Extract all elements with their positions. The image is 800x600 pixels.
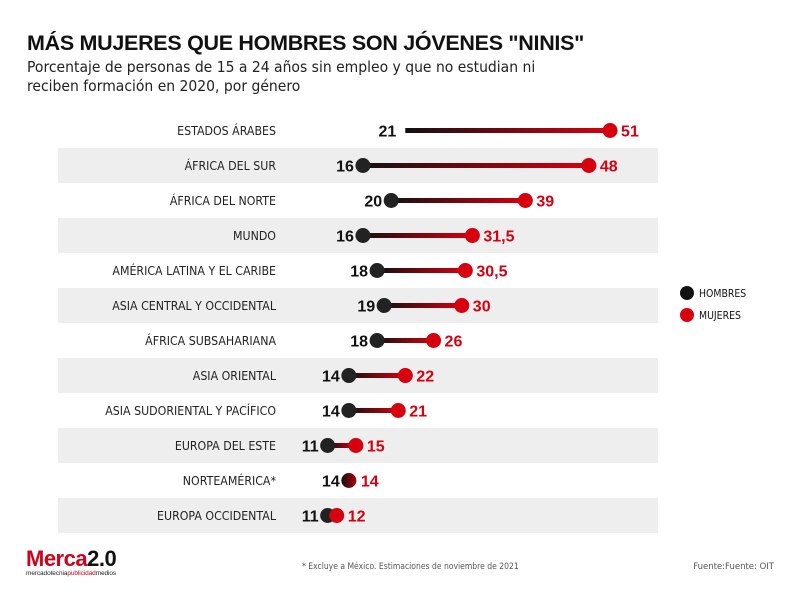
hombres-value-label: 11 (302, 509, 319, 526)
mujeres-value-label: 51 (621, 124, 639, 141)
mujeres-value-label: 31,5 (483, 229, 514, 246)
chart-title: MÁS MUJERES QUE HOMBRES SON JÓVENES "NIN… (27, 31, 585, 55)
range-line (377, 338, 434, 343)
category-label: NORTEAMÉRICA* (183, 473, 276, 489)
hombres-value-label: 14 (322, 369, 340, 386)
mujeres-value-label: 30 (473, 299, 491, 316)
mujeres-dot (397, 368, 413, 383)
range-line (348, 408, 399, 413)
footnote: * Excluye a México. Estimaciones de novi… (302, 562, 519, 572)
mujeres-dot (454, 298, 470, 313)
row-band (58, 498, 658, 533)
mujeres-value-label: 26 (445, 334, 463, 351)
range-line (327, 443, 356, 448)
source-note: Fuente:Fuente: OIT (693, 562, 774, 572)
mujeres-dot (426, 333, 442, 348)
mujeres-dot (581, 158, 597, 173)
range-line (377, 268, 466, 273)
range-line (362, 163, 589, 168)
hombres-dot (341, 403, 357, 418)
mujeres-value-label: 30,5 (476, 264, 507, 281)
range-line (362, 233, 473, 238)
category-label: ASIA SUDORIENTAL Y PACÍFICO (105, 403, 276, 419)
hombres-value-label: 16 (336, 229, 354, 246)
mujeres-value-label: 12 (348, 509, 366, 526)
hombres-dot (376, 298, 392, 313)
mujeres-value-label: 39 (536, 194, 554, 211)
mujeres-dot (457, 263, 473, 278)
category-label: ÁFRICA DEL SUR (185, 158, 276, 174)
legend-item-hombres: HOMBRES (680, 282, 755, 304)
hombres-value-label: 16 (336, 159, 354, 176)
mujeres-dot (348, 438, 364, 453)
range-line (405, 128, 611, 133)
mujeres-dot (517, 193, 533, 208)
category-label: ÁFRICA DEL NORTE (170, 193, 276, 209)
legend-item-mujeres: MUJERES (680, 304, 755, 326)
dumbbell-chart: ESTADOS ÁRABES 21 51 ÁFRICA DEL SUR 16 48 ÁFRI… (58, 123, 658, 533)
hombres-dot (341, 473, 357, 488)
hombres-value-label: 18 (350, 264, 368, 281)
logo-wordmark: Merca2.0 (26, 548, 136, 570)
hombres-value-label: 11 (302, 439, 319, 456)
logo-main-text: Merca (26, 546, 88, 571)
logo-tagline-3: medios (95, 570, 116, 577)
hombres-value-label: 18 (350, 334, 368, 351)
hombres-value-label: 14 (322, 474, 340, 491)
mujeres-dot (390, 403, 406, 418)
hombres-value-label: 14 (322, 404, 340, 421)
hombres-dot (369, 333, 385, 348)
category-label: ASIA ORIENTAL (193, 369, 277, 384)
hombres-value-label: 21 (378, 124, 396, 141)
range-line (384, 303, 462, 308)
range-line (348, 373, 406, 378)
logo-tagline: mercadotecniapublicidadmedios (26, 570, 136, 577)
category-label: EUROPA DEL ESTE (175, 439, 276, 454)
hombres-value-label: 19 (357, 299, 375, 316)
mujeres-value-label: 14 (361, 474, 379, 491)
mujeres-dot (602, 123, 618, 138)
category-label: EUROPA OCCIDENTAL (157, 509, 277, 524)
hombres-dot (355, 158, 371, 173)
mujeres-value-label: 22 (416, 369, 434, 386)
category-label: MUNDO (233, 229, 276, 244)
category-label: AMÉRICA LATINA Y EL CARIBE (112, 263, 276, 279)
legend-dot-hombres (680, 286, 694, 300)
legend-label-mujeres: MUJERES (699, 308, 741, 322)
legend-dot-mujeres (680, 308, 694, 322)
mujeres-dot (464, 228, 480, 243)
hombres-dot (320, 438, 336, 453)
hombres-dot (369, 263, 385, 278)
hombres-dot (341, 368, 357, 383)
legend: HOMBRES MUJERES (680, 282, 755, 326)
merca20-logo: Merca2.0 mercadotecniapublicidadmedios (26, 548, 136, 582)
mujeres-value-label: 21 (409, 404, 427, 421)
logo-number: 2.0 (87, 546, 117, 571)
category-label: ASIA CENTRAL Y OCCIDENTAL (112, 299, 276, 314)
chart-subtitle: Porcentaje de personas de 15 a 24 años s… (27, 58, 536, 95)
hombres-dot (355, 228, 371, 243)
mujeres-dot (329, 508, 345, 523)
logo-tagline-2: publicidad (67, 570, 96, 577)
logo-tagline-1: mercadotecnia (26, 570, 68, 577)
hombres-value-label: 20 (364, 194, 382, 211)
mujeres-value-label: 15 (367, 439, 385, 456)
hombres-dot (383, 193, 399, 208)
category-label: ESTADOS ÁRABES (177, 123, 276, 139)
range-line (391, 198, 526, 203)
category-label: ÁFRICA SUBSAHARIANA (145, 333, 276, 349)
mujeres-value-label: 48 (600, 159, 618, 176)
legend-label-hombres: HOMBRES (699, 286, 747, 300)
row-band (58, 288, 658, 323)
